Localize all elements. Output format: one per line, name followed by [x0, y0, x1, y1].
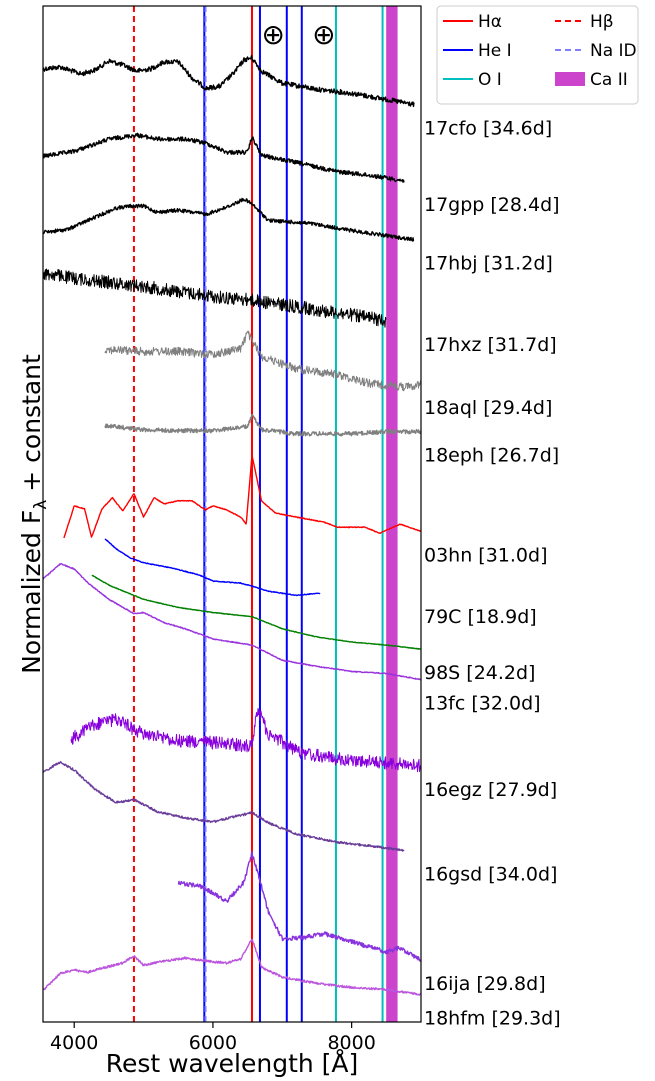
spectrum-label-03hn: 03hn [31.0d]	[424, 544, 548, 566]
spectrum-label-79c: 79C [18.9d]	[424, 606, 537, 628]
telluric-symbol: ⊕	[312, 18, 335, 51]
spectrum-label-16ija: 16ija [29.8d]	[424, 973, 546, 995]
legend-label-h: Hβ	[590, 12, 614, 32]
spectrum-label-layer: 17cfo [34.6d] 17gpp [28.4d] 17hbj [31.2d] 1…	[424, 118, 561, 1030]
spectrum-17cfo	[42, 54, 415, 108]
spectrum-label-17hxz: 17hxz [31.7d]	[424, 334, 557, 356]
legend-label-he-i: He I	[478, 41, 512, 61]
spectrum-79c	[104, 538, 321, 597]
spectrum-17hxz	[42, 268, 387, 328]
spectrum-17hbj	[42, 197, 415, 242]
x-tick-label: 8000	[327, 1032, 375, 1054]
x-axis-title: Rest wavelength [Å]	[106, 1049, 359, 1078]
spectrum-label-13fc: 13fc [32.0d]	[424, 693, 541, 715]
legend-label-na-id: Na ID	[590, 41, 637, 61]
y-axis-title: Normalized Fλ + constant	[17, 354, 51, 674]
spectrum-16egz	[70, 708, 422, 773]
telluric-symbol: ⊕	[262, 18, 285, 51]
spectrum-label-18eph: 18eph [26.7d]	[424, 445, 559, 467]
band-layer	[386, 6, 398, 1022]
spectrum-03hn	[63, 454, 422, 539]
spectrum-label-16egz: 16egz [27.9d]	[424, 779, 557, 801]
spectra-layer	[42, 54, 422, 996]
marker-ca-ii-band	[386, 6, 398, 1022]
legend-label-ca-ii: Ca II	[590, 70, 628, 90]
legend-frame	[436, 5, 639, 105]
spectrum-label-98s: 98S [24.2d]	[424, 662, 535, 684]
spectrum-label-17hbj: 17hbj [31.2d]	[424, 253, 553, 275]
plot-frame	[42, 5, 422, 1023]
legend: Hα Hβ He I Na ID O I Ca II	[436, 5, 639, 105]
x-tick-label: 4000	[50, 1032, 98, 1054]
telluric-layer: ⊕ ⊕	[262, 18, 336, 51]
spectrum-13fc	[42, 563, 422, 681]
spectrum-18eph	[104, 413, 422, 437]
spectrum-label-16gsd: 16gsd [34.0d]	[424, 863, 557, 885]
legend-label-h: Hα	[478, 12, 502, 32]
spectrum-label-18hfm: 18hfm [29.3d]	[424, 1008, 561, 1030]
spectrum-label-17cfo: 17cfo [34.6d]	[424, 118, 552, 140]
legend-label-o-i: O I	[478, 70, 502, 90]
spectrum-16ija	[177, 850, 422, 962]
legend-swatch	[555, 72, 585, 86]
spectrum-label-18aql: 18aql [29.4d]	[424, 397, 552, 419]
spectrum-16gsd	[42, 761, 405, 852]
spectrum-18aql	[104, 330, 422, 392]
spectrum-17gpp	[42, 132, 405, 183]
spectrum-label-17gpp: 17gpp [28.4d]	[424, 194, 560, 216]
spectrum-98s	[91, 574, 422, 650]
x-axis: 4000 6000 8000	[50, 1022, 376, 1054]
line-marker-layer	[132, 6, 384, 1022]
x-tick-label: 6000	[189, 1032, 237, 1054]
spectrum-18hfm	[42, 938, 422, 996]
